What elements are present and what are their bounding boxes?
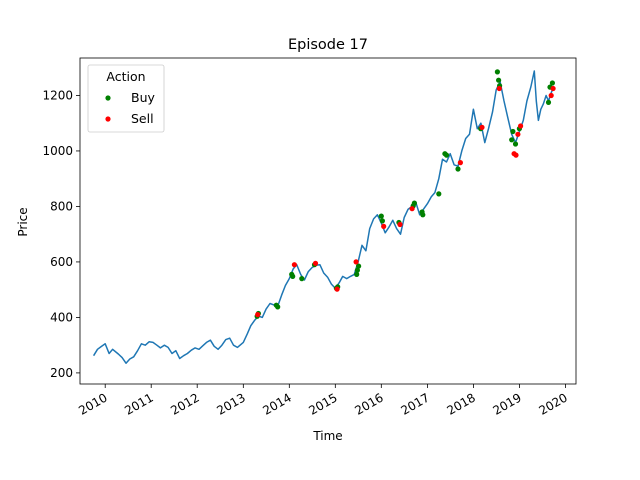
sell-marker xyxy=(496,85,502,92)
x-axis-label: Time xyxy=(312,429,342,443)
sell-marker xyxy=(255,312,261,318)
price-line xyxy=(92,70,555,364)
sell-marker xyxy=(381,223,387,229)
x-tick-label: 2013 xyxy=(214,390,247,417)
x-axis-ticks: 2010 2011 2012 2013 2014 2015 2016 2017 2018 2019… xyxy=(76,384,570,418)
buy-marker xyxy=(549,80,556,86)
buy-marker xyxy=(299,276,305,282)
buy-marker xyxy=(545,99,552,105)
x-tick-label: 2014 xyxy=(260,390,293,417)
sell-marker xyxy=(291,262,297,268)
buy-marker xyxy=(512,141,519,147)
buy-marker xyxy=(411,200,417,206)
sell-marker xyxy=(312,260,319,266)
x-tick-label: 2015 xyxy=(306,390,339,417)
x-tick-label: 2020 xyxy=(536,390,569,417)
buy-marker xyxy=(494,69,500,75)
buy-marker xyxy=(290,273,296,279)
x-tick-label: 2019 xyxy=(490,390,523,417)
buy-marker xyxy=(510,128,516,135)
legend: Action Buy Sell xyxy=(87,64,165,133)
y-tick-label: 200 xyxy=(50,366,73,380)
sell-marker xyxy=(479,124,485,130)
y-axis-ticks: 200 400 600 800 1000 1200 xyxy=(42,88,80,380)
sell-marker xyxy=(353,259,359,265)
legend-buy-marker xyxy=(105,95,111,101)
legend-sell-marker xyxy=(105,116,111,122)
buy-marker xyxy=(354,271,360,277)
legend-box xyxy=(87,64,165,133)
buy-marker xyxy=(443,152,450,158)
sell-marker xyxy=(550,85,556,92)
sell-marker xyxy=(397,221,403,228)
x-tick-label: 2011 xyxy=(122,390,155,417)
buy-marker xyxy=(436,191,442,197)
buy-marker xyxy=(379,218,385,224)
buy-markers xyxy=(254,69,556,319)
sell-marker xyxy=(548,92,554,99)
y-tick-label: 800 xyxy=(50,199,73,213)
x-tick-label: 2010 xyxy=(76,390,109,417)
x-tick-label: 2017 xyxy=(398,390,431,417)
y-tick-label: 400 xyxy=(50,310,73,324)
buy-marker xyxy=(455,166,461,172)
sell-markers xyxy=(255,85,556,318)
x-tick-label: 2016 xyxy=(352,390,385,417)
legend-title: Action xyxy=(106,69,145,84)
sell-marker xyxy=(409,206,415,212)
x-tick-label: 2012 xyxy=(168,390,201,417)
sell-marker xyxy=(513,152,519,158)
plot-frame xyxy=(79,57,577,385)
legend-buy-label: Buy xyxy=(131,90,155,105)
y-tick-label: 1200 xyxy=(42,88,73,102)
sell-marker xyxy=(518,123,524,129)
buy-marker xyxy=(496,77,502,83)
buy-marker xyxy=(354,267,360,273)
x-tick-label: 2018 xyxy=(444,390,477,417)
y-axis-label: Price xyxy=(16,207,30,236)
buy-marker xyxy=(378,213,384,219)
y-tick-label: 1000 xyxy=(42,144,73,158)
y-tick-label: 600 xyxy=(50,255,73,269)
buy-marker xyxy=(509,137,515,143)
buy-marker xyxy=(356,263,362,269)
sell-marker xyxy=(457,160,463,166)
chart-title: Episode 17 xyxy=(288,37,368,53)
buy-marker xyxy=(275,304,281,310)
legend-sell-label: Sell xyxy=(131,111,154,126)
buy-marker xyxy=(420,212,426,218)
sell-marker xyxy=(334,286,340,292)
price-line-series xyxy=(92,70,555,364)
sell-marker xyxy=(515,131,521,137)
